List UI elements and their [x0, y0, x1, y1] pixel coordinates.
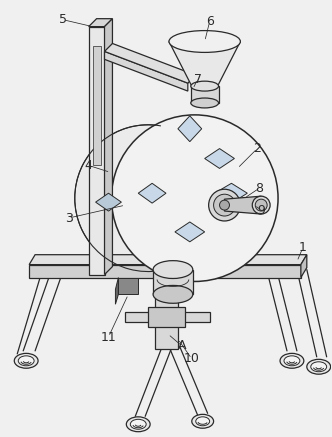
- Text: A: A: [178, 340, 186, 352]
- Polygon shape: [153, 270, 193, 295]
- Polygon shape: [169, 42, 240, 86]
- Text: 5: 5: [59, 13, 67, 26]
- Text: 1: 1: [299, 241, 307, 254]
- Ellipse shape: [280, 354, 304, 368]
- Ellipse shape: [75, 125, 221, 271]
- Polygon shape: [89, 27, 105, 274]
- Ellipse shape: [196, 417, 209, 426]
- Ellipse shape: [126, 417, 150, 432]
- Polygon shape: [205, 149, 234, 168]
- Polygon shape: [125, 312, 209, 322]
- Polygon shape: [119, 277, 138, 295]
- Ellipse shape: [191, 98, 218, 108]
- Text: 9: 9: [257, 204, 265, 217]
- Polygon shape: [105, 19, 113, 274]
- Polygon shape: [96, 193, 122, 211]
- Ellipse shape: [192, 414, 213, 428]
- Text: 7: 7: [194, 73, 202, 86]
- Polygon shape: [89, 19, 113, 27]
- Text: 8: 8: [255, 182, 263, 195]
- Polygon shape: [138, 183, 166, 203]
- Ellipse shape: [112, 115, 278, 281]
- Ellipse shape: [311, 362, 327, 372]
- Ellipse shape: [130, 420, 146, 429]
- Ellipse shape: [153, 260, 193, 278]
- Polygon shape: [224, 196, 261, 214]
- Polygon shape: [105, 43, 196, 83]
- Polygon shape: [175, 222, 205, 242]
- Polygon shape: [148, 307, 185, 327]
- Ellipse shape: [169, 31, 240, 52]
- Polygon shape: [29, 265, 301, 277]
- Ellipse shape: [284, 356, 300, 366]
- Ellipse shape: [14, 354, 38, 368]
- Polygon shape: [93, 46, 101, 166]
- Polygon shape: [29, 255, 307, 265]
- Polygon shape: [116, 277, 119, 304]
- Ellipse shape: [252, 196, 270, 214]
- Ellipse shape: [213, 194, 235, 216]
- Ellipse shape: [191, 81, 218, 91]
- Text: 4: 4: [85, 159, 93, 172]
- Ellipse shape: [208, 189, 240, 221]
- Text: 6: 6: [206, 15, 213, 28]
- Text: 11: 11: [101, 330, 116, 343]
- Polygon shape: [155, 284, 178, 349]
- Text: 3: 3: [65, 212, 73, 225]
- Ellipse shape: [219, 200, 229, 210]
- Polygon shape: [178, 116, 202, 142]
- Ellipse shape: [255, 199, 267, 211]
- Polygon shape: [301, 255, 307, 277]
- Ellipse shape: [18, 356, 34, 366]
- Ellipse shape: [307, 359, 331, 374]
- Text: 2: 2: [253, 142, 261, 155]
- Polygon shape: [105, 52, 188, 91]
- Text: 10: 10: [184, 352, 200, 365]
- Polygon shape: [191, 86, 218, 103]
- Ellipse shape: [153, 285, 193, 303]
- Polygon shape: [214, 183, 247, 203]
